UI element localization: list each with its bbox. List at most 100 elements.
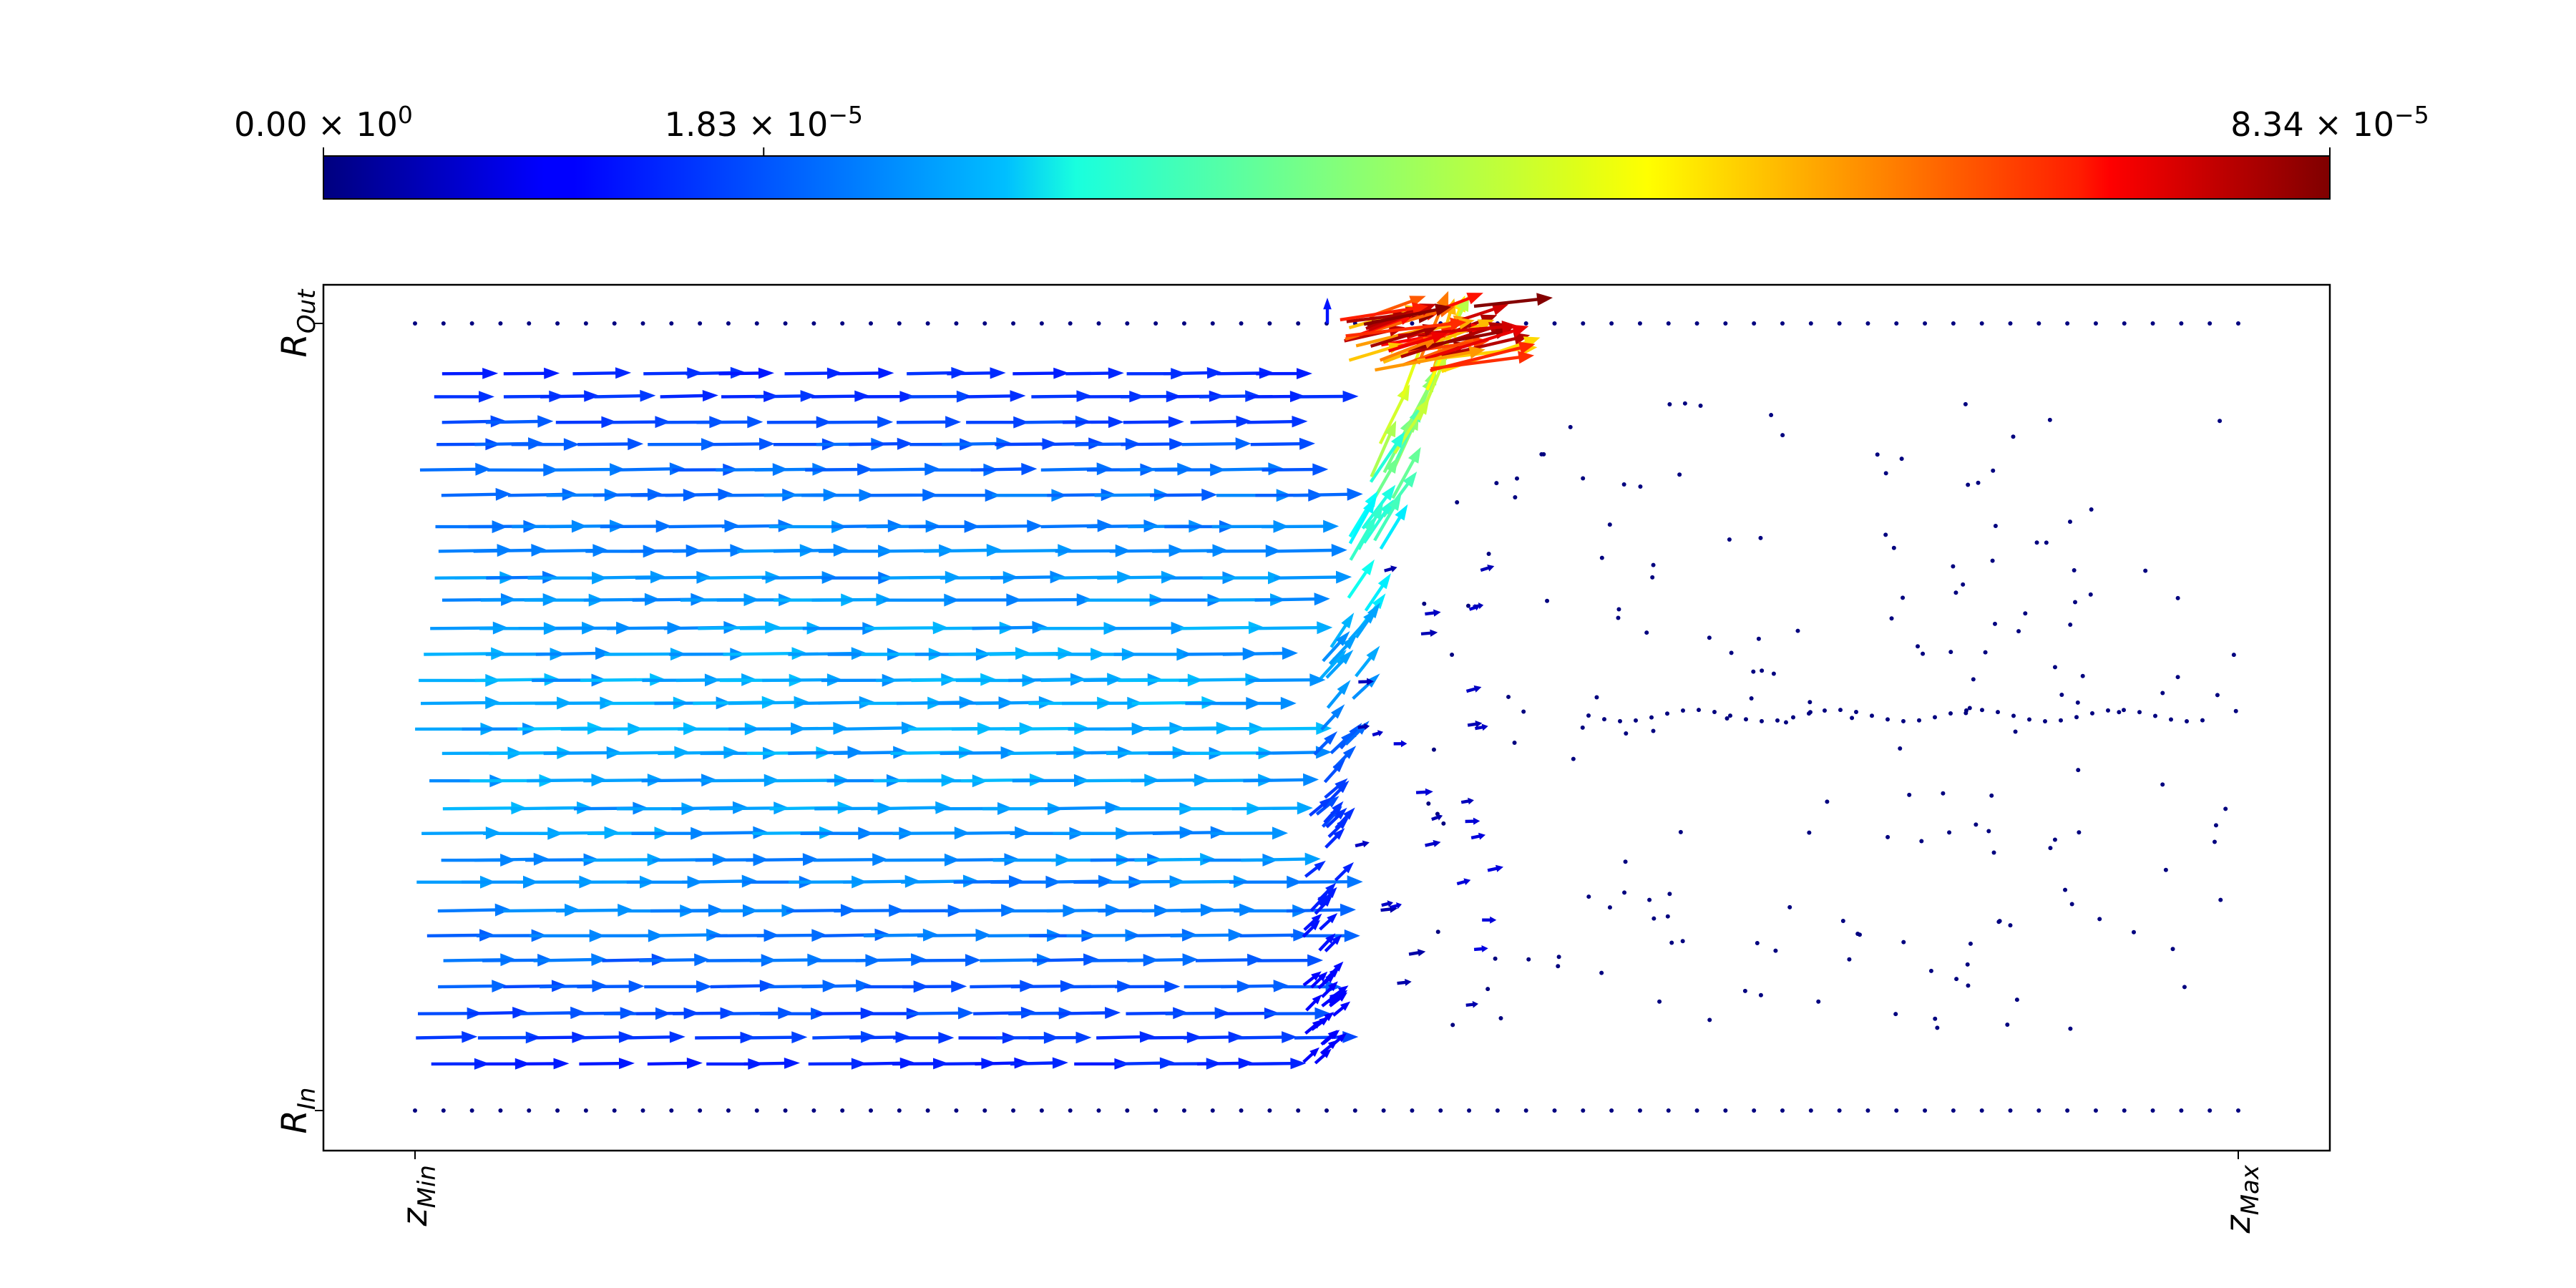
vector-arrow bbox=[809, 954, 882, 967]
zero-vector-dot bbox=[1854, 710, 1858, 715]
zero-vector-dot bbox=[1450, 1023, 1455, 1028]
zero-vector-dot bbox=[2005, 1022, 2010, 1027]
vector-arrow bbox=[570, 1007, 636, 1020]
zero-vector-dot bbox=[1760, 668, 1765, 673]
vector-arrow bbox=[437, 903, 511, 917]
vector-arrow bbox=[658, 746, 740, 759]
vector-arrow bbox=[1074, 437, 1141, 451]
vector-arrow bbox=[1302, 1047, 1319, 1063]
vector-arrow bbox=[894, 904, 964, 917]
zero-vector-dot bbox=[1624, 731, 1629, 736]
vector-arrow bbox=[1441, 332, 1531, 358]
vector-arrow bbox=[990, 570, 1066, 584]
zero-vector-dot bbox=[2132, 930, 2137, 935]
vector-arrow bbox=[821, 673, 898, 687]
vector-arrow bbox=[468, 519, 540, 533]
vector-arrow bbox=[507, 488, 578, 501]
vector-arrow bbox=[706, 954, 777, 967]
vector-arrow bbox=[474, 852, 550, 866]
zero-vector-dot bbox=[1616, 615, 1621, 620]
vector-arrow bbox=[942, 437, 1013, 450]
vector-arrow bbox=[635, 570, 713, 584]
vector-arrow bbox=[1184, 980, 1253, 993]
vector-arrow bbox=[524, 593, 605, 607]
vector-arrow bbox=[759, 1008, 827, 1020]
vector-arrow bbox=[1053, 570, 1133, 584]
vector-arrow bbox=[1131, 774, 1210, 787]
zero-vector-dot bbox=[2089, 507, 2094, 512]
zero-vector-dot bbox=[1894, 1108, 1899, 1113]
zero-vector-dot bbox=[1850, 716, 1855, 721]
zero-vector-dot bbox=[1996, 710, 2000, 715]
zero-vector-dot bbox=[1602, 717, 1606, 722]
zero-vector-dot bbox=[1948, 650, 1953, 655]
vector-arrow bbox=[434, 391, 494, 403]
vector-arrow bbox=[1118, 673, 1204, 687]
zero-vector-dot bbox=[2065, 321, 2070, 326]
zero-vector-dot bbox=[811, 321, 816, 326]
vector-arrow bbox=[1055, 544, 1131, 557]
zero-vector-dot bbox=[1953, 590, 1958, 595]
zero-vector-dot bbox=[1951, 564, 1956, 569]
zero-vector-dot bbox=[669, 1108, 674, 1113]
zero-vector-dot bbox=[1669, 940, 1674, 945]
zero-vector-dot bbox=[1681, 708, 1685, 713]
zero-vector-dot bbox=[1954, 977, 1959, 982]
x-tick-label: zMin bbox=[395, 1165, 441, 1227]
vector-arrow bbox=[511, 438, 580, 451]
zero-vector-dot bbox=[1986, 829, 1991, 834]
zero-vector-dot bbox=[2163, 867, 2168, 872]
vector-arrow bbox=[429, 774, 506, 788]
vector-arrow bbox=[857, 391, 916, 403]
zero-vector-dot bbox=[1512, 740, 1517, 745]
zero-vector-dot bbox=[1494, 481, 1499, 486]
zero-vector-dot bbox=[1586, 894, 1591, 899]
vector-arrow bbox=[1302, 919, 1320, 938]
vector-arrow bbox=[1013, 367, 1070, 379]
vector-arrow bbox=[743, 1058, 800, 1069]
vector-arrow bbox=[802, 622, 879, 635]
vector-arrow bbox=[616, 802, 698, 816]
vector-arrow bbox=[503, 367, 560, 379]
vector-arrow bbox=[1250, 621, 1333, 635]
vector-arrow bbox=[486, 570, 559, 584]
zero-vector-dot bbox=[1581, 476, 1586, 481]
vector-arrow bbox=[1330, 613, 1355, 648]
zero-vector-dot bbox=[1523, 321, 1528, 326]
zero-vector-dot bbox=[1941, 791, 1946, 796]
vector-arrow bbox=[1327, 817, 1349, 839]
vector-arrow bbox=[1150, 488, 1218, 502]
vector-arrow bbox=[1183, 722, 1265, 736]
vector-arrow bbox=[700, 746, 779, 760]
zero-vector-dot bbox=[1749, 696, 1754, 701]
vector-arrow bbox=[1425, 324, 1529, 361]
zero-vector-dot bbox=[1210, 1108, 1215, 1113]
zero-vector-dot bbox=[1883, 471, 1888, 476]
vector-arrow bbox=[474, 437, 545, 450]
zero-vector-dot bbox=[2236, 1108, 2240, 1113]
zero-vector-dot bbox=[2160, 782, 2165, 787]
vector-arrow bbox=[426, 929, 496, 942]
zero-vector-dot bbox=[1657, 999, 1662, 1004]
zero-vector-dot bbox=[754, 321, 759, 326]
vector-arrow bbox=[788, 746, 864, 759]
zero-vector-dot bbox=[2044, 540, 2049, 545]
zero-vector-dot bbox=[1523, 1108, 1528, 1113]
vector-arrow bbox=[960, 773, 1045, 786]
vector-arrow bbox=[1154, 463, 1226, 477]
vector-arrow bbox=[1322, 631, 1350, 663]
vector-arrow bbox=[1314, 1048, 1332, 1065]
vector-arrow bbox=[626, 875, 703, 889]
zero-vector-dot bbox=[1968, 941, 1973, 946]
zero-vector-dot bbox=[2182, 985, 2187, 990]
zero-vector-dot bbox=[1125, 321, 1130, 326]
vector-arrow bbox=[827, 416, 894, 429]
zero-vector-dot bbox=[2077, 830, 2082, 835]
vector-arrow bbox=[1352, 673, 1380, 700]
zero-vector-dot bbox=[1422, 601, 1427, 606]
vector-arrow bbox=[1166, 390, 1225, 402]
vector-arrow bbox=[821, 571, 894, 585]
vector-arrow bbox=[1189, 746, 1274, 760]
vector-arrow bbox=[1025, 415, 1091, 428]
vector-arrow bbox=[970, 462, 1038, 476]
